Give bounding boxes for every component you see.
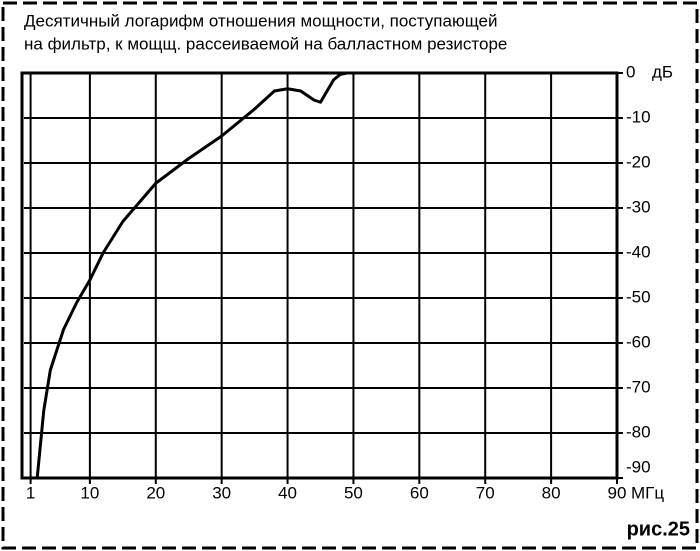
- y-tick-label: -40: [626, 242, 651, 261]
- x-tick-label: 10: [80, 483, 99, 502]
- y-tick-label: -10: [626, 107, 651, 126]
- y-tick-label: -20: [626, 152, 651, 171]
- x-tick-label: 30: [212, 483, 231, 502]
- chart-title-line: Десятичный логарифм отношения мощности, …: [24, 11, 497, 30]
- x-tick-label: 1: [26, 483, 35, 502]
- y-tick-label: -60: [626, 332, 651, 351]
- x-tick-label: 70: [476, 483, 495, 502]
- x-tick-label: 80: [542, 483, 561, 502]
- y-tick-label: -70: [626, 377, 651, 396]
- y-tick-label: 0: [626, 62, 635, 81]
- x-tick-label: 40: [278, 483, 297, 502]
- figure-label: рис.25: [627, 518, 690, 540]
- x-tick-label: 20: [146, 483, 165, 502]
- x-tick-label: 90: [608, 483, 627, 502]
- y-tick-label: -80: [626, 422, 651, 441]
- x-tick-label: 50: [344, 483, 363, 502]
- plot-frame: [20, 71, 619, 480]
- y-tick-label: -30: [626, 197, 651, 216]
- y-tick-label: -90: [626, 457, 651, 476]
- y-tick-label: -50: [626, 287, 651, 306]
- y-unit: дБ: [652, 62, 673, 81]
- curve: [35, 71, 354, 479]
- x-tick-label: 60: [410, 483, 429, 502]
- x-unit: МГц: [631, 483, 664, 502]
- chart-title-line: на фильтр, к мощщ. рассеиваемой на балла…: [24, 34, 507, 53]
